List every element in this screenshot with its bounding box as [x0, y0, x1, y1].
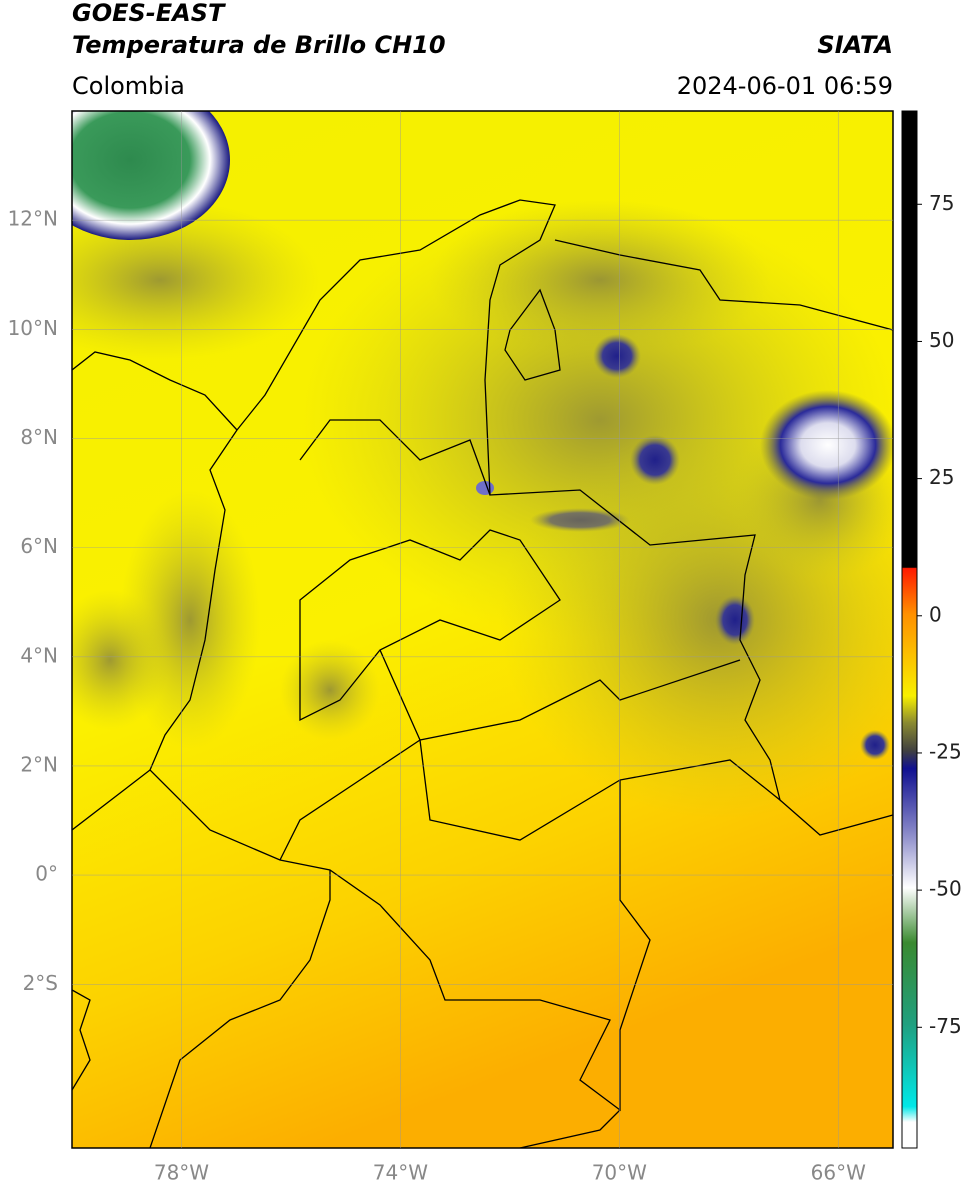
colorbar-tick-label: -25: [929, 739, 962, 763]
lon-tick-label: 66°W: [811, 1161, 866, 1185]
subtitle: Temperatura de Brillo CH10: [72, 31, 446, 59]
title: GOES-EAST: [72, 0, 226, 27]
source: SIATA: [817, 31, 893, 59]
lat-tick-label: 8°N: [20, 425, 58, 449]
colorbar-tick-label: 0: [929, 602, 942, 626]
colorbar-tick-label: 25: [929, 465, 954, 489]
timestamp: 2024-06-01 06:59: [677, 72, 893, 100]
region: Colombia: [72, 72, 185, 100]
colorbar-tick-label: 50: [929, 328, 954, 352]
map-frame: [71, 110, 894, 1149]
lat-tick-label: 2°S: [23, 971, 58, 995]
colorbar: [901, 110, 918, 1149]
lat-tick-label: 10°N: [8, 316, 58, 340]
lon-tick-label: 78°W: [154, 1161, 209, 1185]
colorbar-tick-label: -75: [929, 1014, 962, 1038]
lon-tick-label: 74°W: [373, 1161, 428, 1185]
colorbar-tick-label: -50: [929, 877, 962, 901]
satellite-image: [72, 111, 893, 1148]
lat-tick-label: 2°N: [20, 752, 58, 776]
lat-tick-label: 0°: [35, 862, 58, 886]
lat-tick-label: 6°N: [20, 534, 58, 558]
graticule: [72, 111, 893, 1148]
lat-tick-label: 4°N: [20, 643, 58, 667]
colorbar-tick-label: 75: [929, 191, 954, 215]
lat-tick-label: 12°N: [8, 207, 58, 231]
lon-tick-label: 70°W: [592, 1161, 647, 1185]
